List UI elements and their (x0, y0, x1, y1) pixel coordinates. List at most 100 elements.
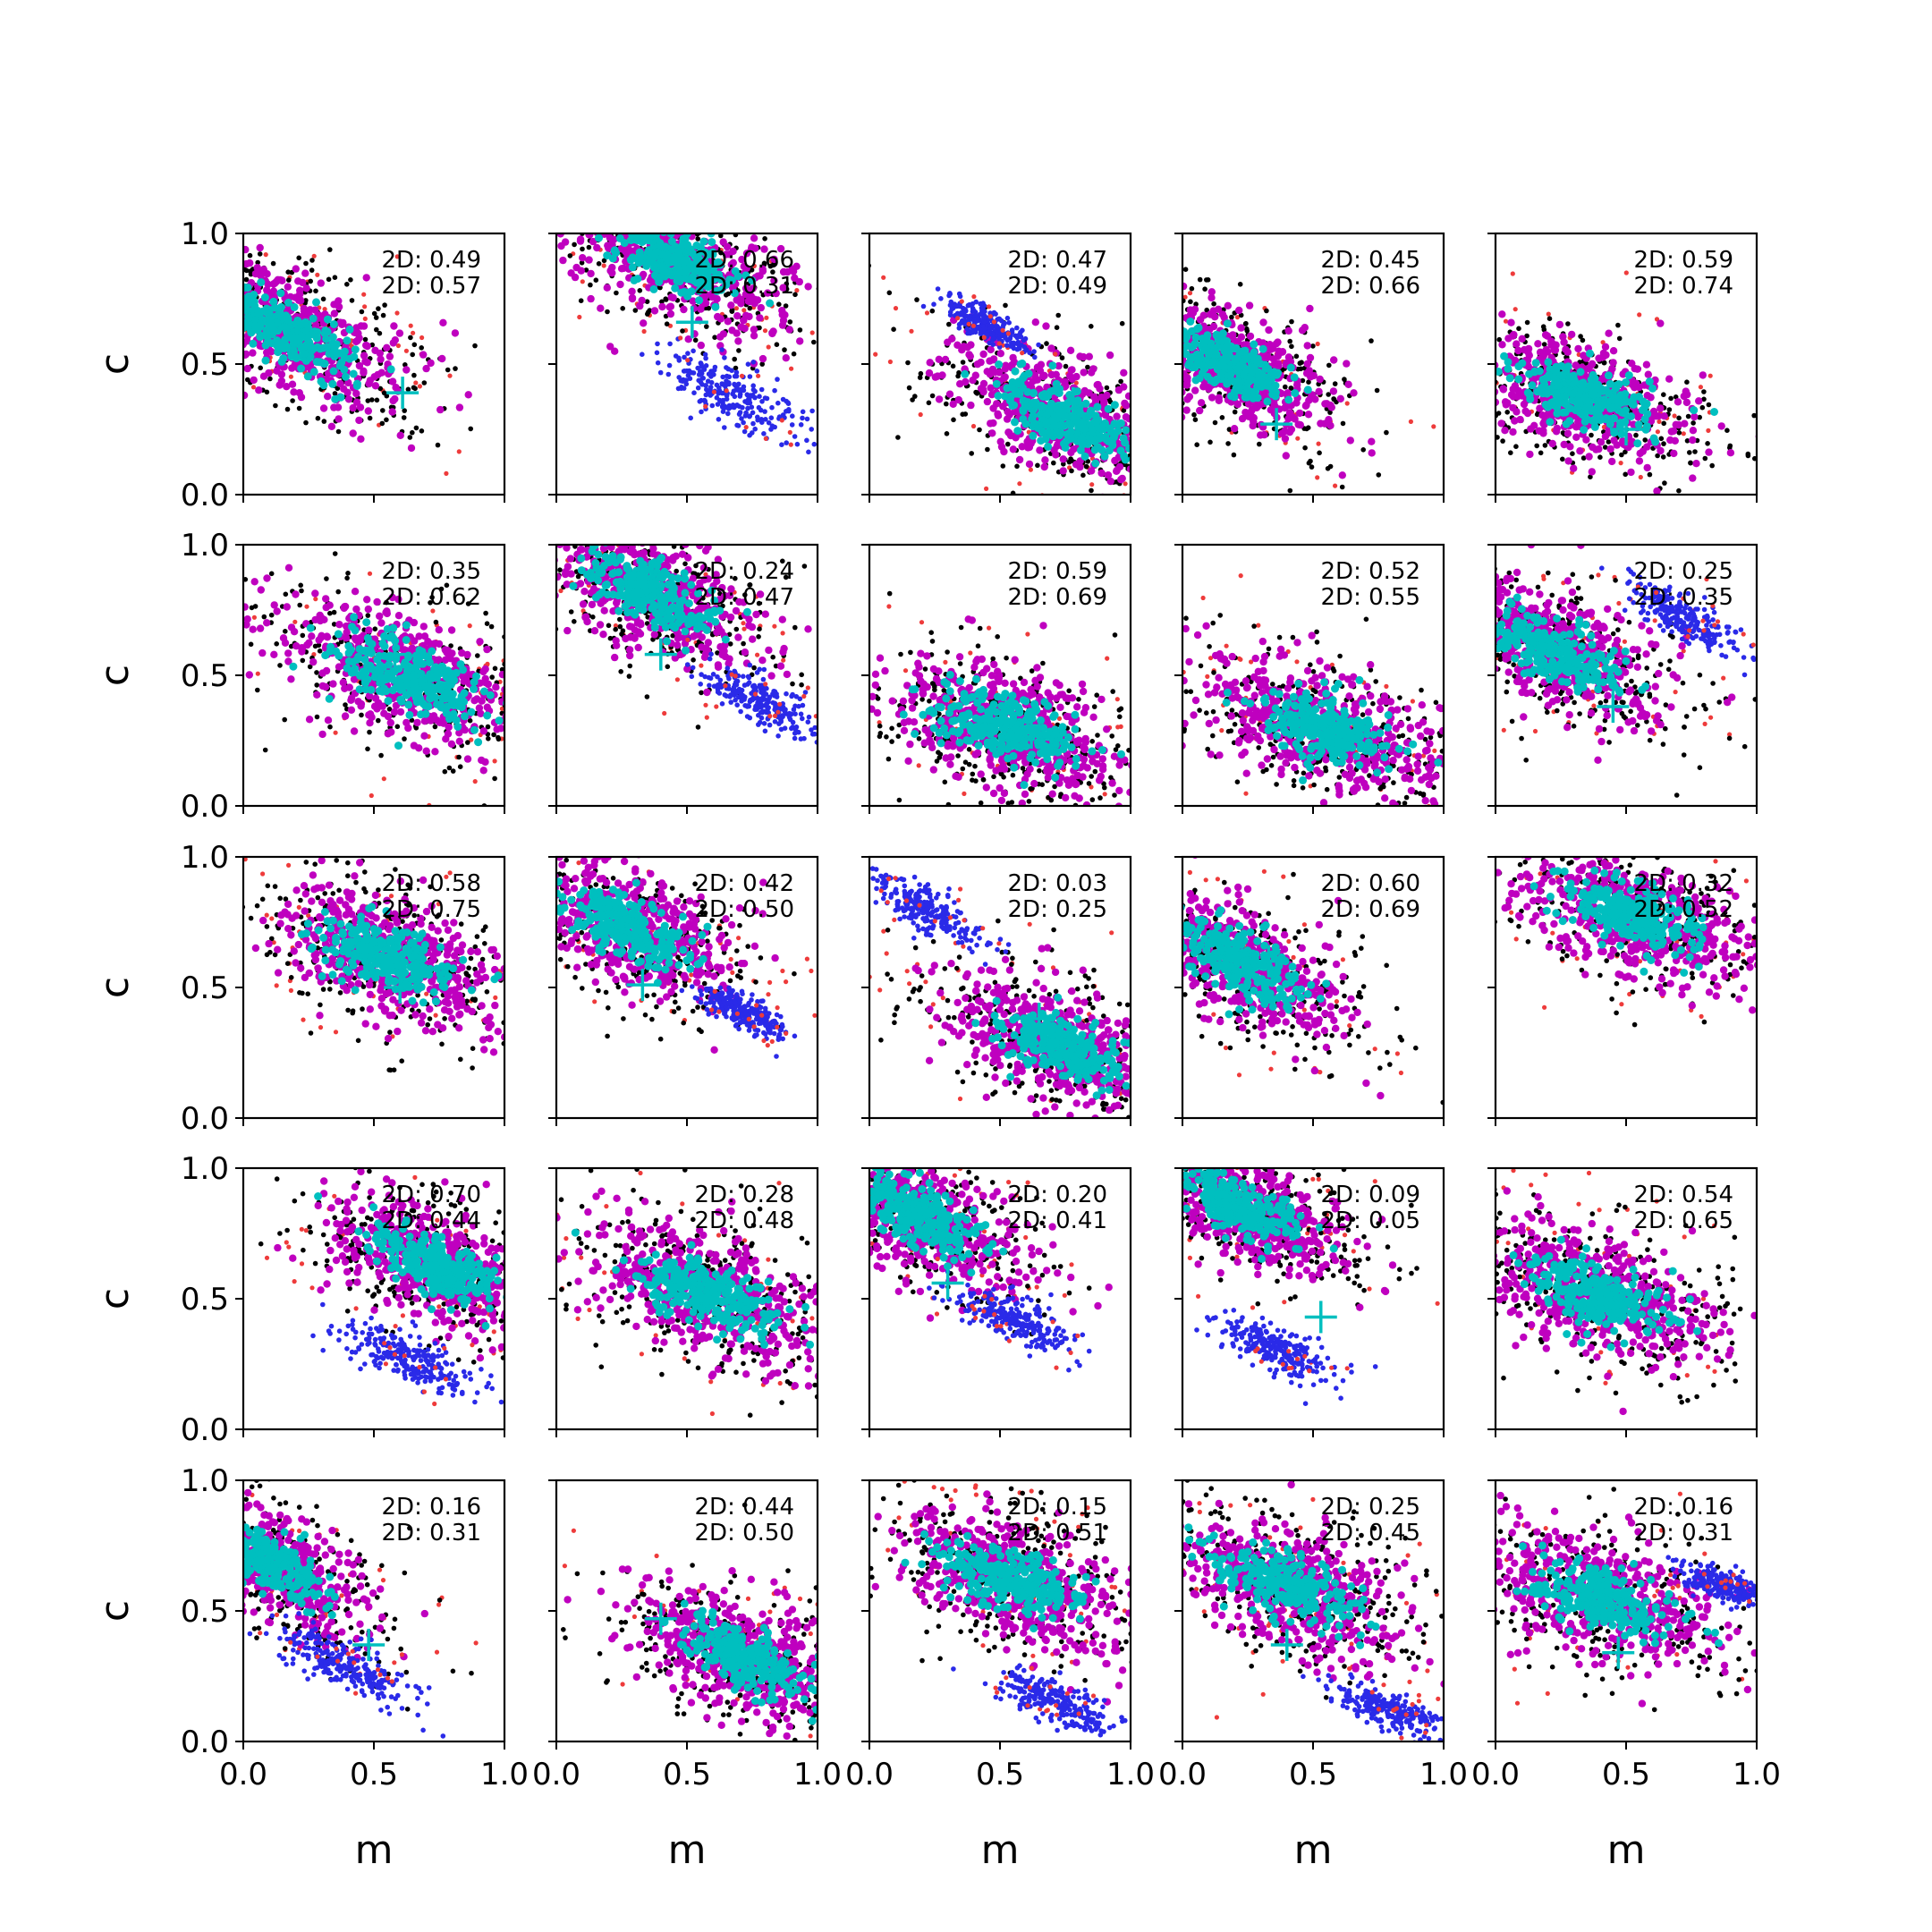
point (988, 314, 993, 318)
point (1193, 417, 1199, 422)
point (233, 322, 238, 327)
point (564, 171, 569, 175)
point (411, 331, 415, 335)
point (712, 390, 716, 394)
point (1147, 434, 1152, 439)
point (544, 223, 548, 227)
point (562, 216, 569, 224)
scatter-points (434, 130, 937, 471)
point (663, 207, 670, 214)
point (744, 425, 749, 429)
point (650, 285, 658, 293)
point (207, 302, 214, 309)
point (255, 386, 262, 394)
point (1134, 361, 1140, 367)
point (1257, 442, 1262, 447)
point (1233, 410, 1238, 415)
point (790, 413, 795, 419)
point (938, 296, 944, 301)
point (194, 290, 201, 297)
point (1159, 327, 1166, 335)
point (991, 369, 998, 376)
point (1118, 379, 1123, 385)
point (779, 442, 784, 447)
point (1281, 594, 1285, 598)
point (1284, 389, 1292, 396)
point (638, 198, 645, 205)
point (629, 263, 637, 271)
point (214, 287, 222, 295)
point (1168, 309, 1175, 316)
point (1107, 310, 1113, 316)
point (382, 302, 387, 308)
point (352, 345, 360, 353)
point (155, 345, 159, 350)
point (672, 213, 679, 220)
point (722, 425, 727, 430)
point (1315, 475, 1319, 479)
point (1153, 335, 1158, 341)
point (1304, 360, 1311, 368)
point (758, 304, 765, 311)
point (1206, 277, 1211, 283)
point (957, 292, 962, 297)
point (1167, 331, 1174, 338)
point (830, 289, 835, 294)
point (1019, 343, 1024, 348)
point (587, 245, 592, 250)
point (1259, 318, 1267, 326)
point (1145, 275, 1150, 281)
point (1085, 502, 1089, 506)
point (205, 325, 212, 332)
point (1302, 445, 1308, 451)
point (623, 177, 630, 184)
point (335, 403, 342, 411)
point (1137, 397, 1144, 404)
point (995, 412, 1002, 419)
point (775, 342, 780, 347)
point (230, 340, 235, 345)
scatter-points (30, 145, 478, 476)
point (1323, 400, 1330, 407)
point (1157, 470, 1163, 476)
point (357, 403, 364, 411)
point (186, 310, 193, 318)
point (1143, 379, 1148, 384)
point (228, 339, 235, 346)
point (1283, 385, 1288, 390)
point (1166, 427, 1172, 432)
point (678, 215, 685, 222)
point (1121, 358, 1126, 363)
point (557, 242, 564, 250)
point (1183, 374, 1191, 381)
point (660, 178, 667, 185)
point (204, 275, 209, 280)
point (655, 278, 663, 286)
point (1180, 283, 1187, 290)
point (596, 216, 601, 221)
point (710, 403, 716, 409)
point (230, 259, 237, 267)
point (611, 247, 619, 255)
point (520, 231, 525, 236)
point (1005, 316, 1011, 321)
point (1000, 448, 1007, 455)
point (345, 395, 352, 402)
point (389, 408, 396, 415)
annotation-text: 2D: 0.49 (1008, 273, 1107, 300)
point (1219, 547, 1226, 554)
point (620, 221, 625, 226)
point (419, 428, 425, 434)
point (806, 450, 811, 455)
point (605, 309, 610, 315)
point (227, 267, 232, 271)
point (782, 347, 787, 352)
point (699, 380, 704, 386)
point (553, 195, 560, 202)
point (681, 225, 686, 231)
point (811, 340, 817, 345)
point (285, 407, 291, 412)
point (636, 302, 643, 309)
point (636, 249, 644, 257)
point (656, 360, 661, 366)
